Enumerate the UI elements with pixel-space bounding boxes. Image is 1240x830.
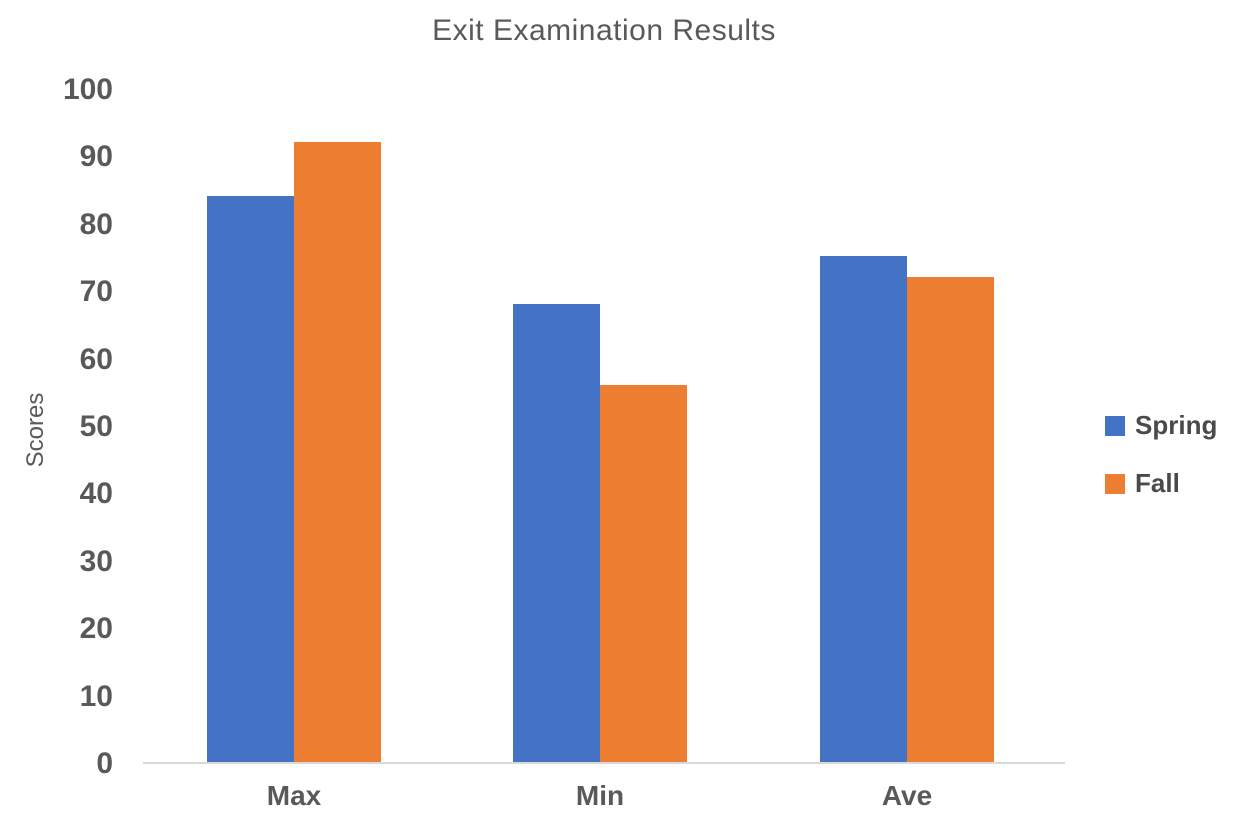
bar-spring-max xyxy=(207,196,294,762)
legend-item-fall: Fall xyxy=(1105,468,1217,499)
x-category-label-max: Max xyxy=(266,780,322,811)
y-tick-label-50: 50 xyxy=(79,410,113,443)
y-tick-label-90: 90 xyxy=(79,140,113,173)
y-tick-label-60: 60 xyxy=(79,343,113,376)
legend-label-fall: Fall xyxy=(1135,468,1180,498)
y-tick-label-40: 40 xyxy=(79,477,113,510)
bar-fall-min xyxy=(600,385,687,762)
y-tick-label-20: 20 xyxy=(79,612,113,645)
fall-swatch-icon xyxy=(1105,473,1125,494)
plot-area xyxy=(143,90,1065,764)
legend-label-spring: Spring xyxy=(1135,410,1218,440)
bar-spring-min xyxy=(513,304,600,762)
x-category-label-min: Min xyxy=(575,780,625,811)
y-tick-label-80: 80 xyxy=(79,208,113,241)
bar-spring-ave xyxy=(820,256,907,762)
y-tick-label-70: 70 xyxy=(79,275,113,308)
y-tick-label-30: 30 xyxy=(79,545,113,578)
y-tick-label-100: 100 xyxy=(62,73,113,106)
y-tick-label-0: 0 xyxy=(96,747,113,780)
bar-fall-max xyxy=(294,142,381,762)
chart-title: Exit Examination Results xyxy=(432,14,776,47)
bar-fall-ave xyxy=(907,277,994,762)
x-axis-labels: Max Min Ave xyxy=(143,780,1065,820)
spring-swatch-icon xyxy=(1105,415,1125,436)
y-tick-label-10: 10 xyxy=(79,680,113,713)
legend-item-spring: Spring xyxy=(1105,410,1217,441)
legend: Spring Fall xyxy=(1105,410,1217,526)
x-category-label-ave: Ave xyxy=(881,780,933,811)
y-axis-ticks: 0 10 20 30 40 50 60 70 80 90 100 xyxy=(0,73,122,780)
